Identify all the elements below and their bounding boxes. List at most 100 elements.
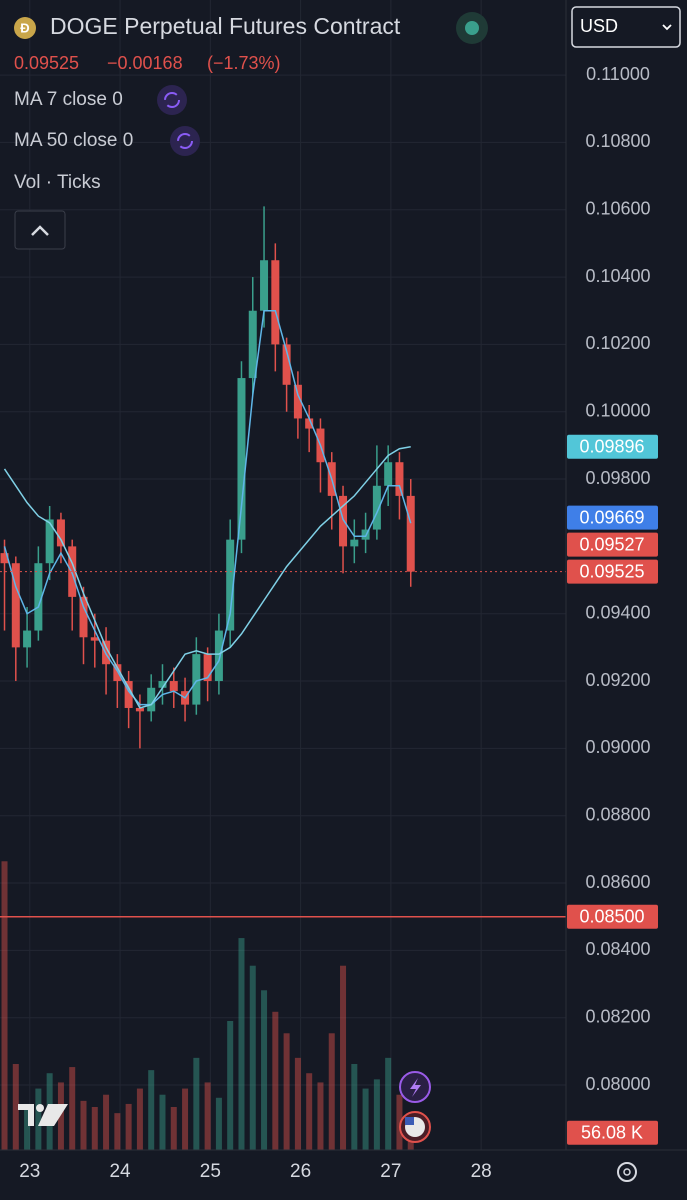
volume-bar: [396, 1094, 403, 1150]
volume-bar: [272, 1011, 279, 1150]
volume-bar: [69, 1067, 76, 1150]
currency: USD: [580, 16, 618, 36]
price-badge: [567, 904, 658, 929]
candle-body: [56, 519, 65, 547]
x-tick-label: 26: [290, 1161, 311, 1182]
volume-bar: [317, 1082, 324, 1150]
y-tick-label: 0.10800: [585, 131, 650, 151]
volume-bar: [1, 861, 8, 1150]
price-change-pct: (−1.73%): [207, 53, 281, 73]
y-tick-label: 0.09800: [585, 468, 650, 488]
candle-body: [203, 654, 212, 682]
candle-body: [11, 563, 20, 648]
refresh-icon[interactable]: [170, 126, 200, 156]
indicator-label[interactable]: MA 50 close 0: [14, 130, 133, 151]
candle-body: [271, 260, 280, 345]
volume-badge-label: 56.08 K: [581, 1123, 643, 1143]
ma-line: [3, 445, 411, 709]
volume-bar: [114, 1113, 121, 1150]
plot: [0, 206, 566, 918]
coin-logo: [14, 17, 36, 39]
y-tick-label: 0.08600: [585, 872, 650, 892]
refresh-glyph: [177, 133, 193, 149]
volume-bar: [204, 1082, 211, 1150]
candle-body: [147, 687, 156, 712]
price-badge: [567, 559, 658, 584]
volume-bar: [294, 1057, 301, 1150]
candle-body: [90, 637, 99, 641]
dropdown-caret: [662, 24, 672, 31]
refresh-glyph: [164, 92, 180, 108]
candle-body: [45, 519, 54, 564]
y-tick-label: 0.10200: [585, 333, 650, 353]
candle-body: [214, 630, 223, 682]
lightning: [410, 1078, 421, 1097]
volume-bar: [373, 1079, 380, 1150]
candle-body: [113, 664, 122, 682]
candle-body: [372, 485, 381, 530]
volume-pane: [1, 861, 414, 1150]
candle-body: [305, 418, 314, 429]
price-badge-label: 0.09896: [579, 436, 644, 456]
price-badge: [567, 532, 658, 557]
volume-bar: [340, 965, 347, 1150]
candle-body: [237, 378, 246, 540]
candle-body: [350, 539, 359, 547]
indicator-label[interactable]: MA 7 close 0: [14, 89, 123, 110]
y-tick-label: 0.08000: [585, 1074, 650, 1094]
x-tick-label: 23: [19, 1161, 40, 1182]
candle-body: [395, 462, 404, 496]
volume-bar: [148, 1070, 155, 1150]
price-axis: 0.11000 0.10800 0.10600 0.10400 0.10200 0.100…: [19, 64, 658, 1182]
candle-body: [339, 495, 348, 547]
volume-bar: [283, 1033, 290, 1150]
settings-icon[interactable]: [617, 1162, 637, 1182]
price-badge-label: 0.09669: [579, 507, 644, 527]
flag-canton: [405, 1117, 414, 1125]
candle-body: [124, 681, 133, 708]
volume-bar: [238, 938, 245, 1150]
volume-bar: [385, 1057, 392, 1150]
y-tick-label: 0.09000: [585, 737, 650, 757]
y-tick-label: 0.08200: [585, 1006, 650, 1026]
refresh-icon[interactable]: [157, 85, 187, 115]
tv-logo: [18, 1104, 68, 1126]
x-tick-label: 25: [200, 1161, 221, 1182]
coin-logo-glyph: Ð: [20, 20, 29, 35]
price-badge: [567, 434, 658, 459]
volume-bar: [91, 1107, 98, 1150]
y-tick-label: 0.10400: [585, 266, 650, 286]
x-tick-label: 24: [109, 1161, 131, 1182]
candle-body: [79, 596, 88, 638]
volume-bar: [227, 1021, 234, 1150]
candle-body: [135, 707, 144, 712]
collapse-button[interactable]: [14, 210, 66, 250]
price-change: −0.00168: [107, 53, 183, 73]
volume-bar: [136, 1088, 143, 1150]
currency-select[interactable]: [571, 6, 681, 48]
candle-body: [260, 260, 269, 311]
x-tick-label: 28: [471, 1161, 492, 1182]
y-tick-label: 0.11000: [586, 64, 650, 84]
settings-center: [623, 1168, 631, 1176]
status-dot: [465, 21, 479, 35]
volume-bar: [261, 990, 268, 1150]
price-badge-label: 0.08500: [579, 906, 644, 926]
tv-logo-dot: [36, 1104, 44, 1112]
candle-body: [158, 681, 167, 688]
volume-bar: [193, 1057, 200, 1150]
volume-bar: [12, 1064, 19, 1150]
volume-bar: [215, 1097, 222, 1150]
y-tick-label: 0.10000: [585, 400, 650, 420]
y-tick-label: 0.09400: [585, 602, 650, 622]
candle-body: [384, 462, 393, 486]
price-badge: [567, 505, 658, 530]
volume-bar: [125, 1103, 132, 1150]
indicator-label[interactable]: Vol · Ticks: [14, 172, 101, 193]
volume-bar: [80, 1100, 87, 1150]
candle-body: [406, 495, 415, 572]
candle-body: [68, 546, 77, 597]
price-badge-label: 0.09525: [579, 561, 644, 581]
candle-body: [248, 310, 257, 379]
